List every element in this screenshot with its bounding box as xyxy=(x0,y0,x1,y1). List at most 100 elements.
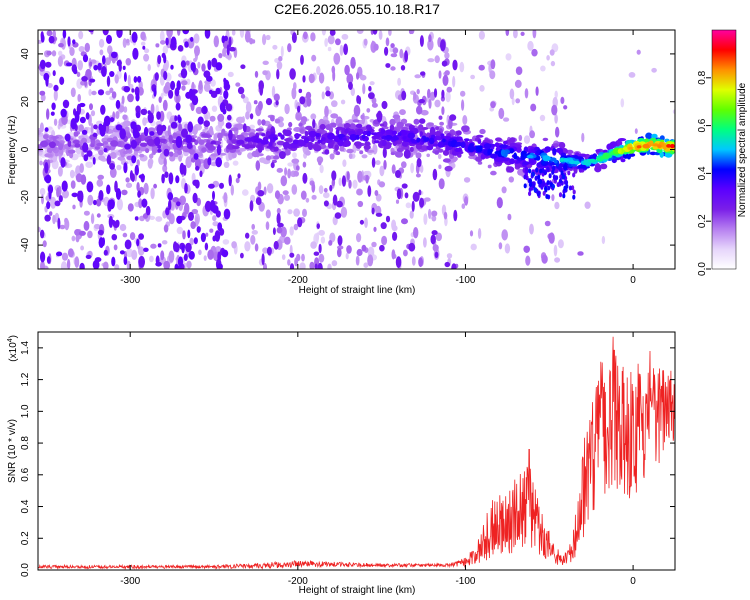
spectrogram-cell xyxy=(53,84,59,92)
spectrogram-cell xyxy=(130,139,138,149)
spectrogram-cell xyxy=(134,131,140,138)
spectrogram-cell xyxy=(584,201,591,209)
spectrogram-cell xyxy=(54,200,61,207)
spectrogram-cell xyxy=(503,140,508,145)
spectrogram-cell xyxy=(477,139,482,144)
spectrogram-cell xyxy=(270,162,275,169)
spectrogram-cell xyxy=(236,116,245,124)
spectrogram-cell xyxy=(340,99,346,105)
spectrogram-cell xyxy=(454,147,462,152)
spectrogram-cell xyxy=(554,90,558,99)
spectrogram-cell xyxy=(191,81,195,91)
spectrogram-cell xyxy=(44,162,49,174)
snr-y-scale-prefix: (x10 xyxy=(8,342,19,362)
spectrogram-cell xyxy=(185,134,193,144)
spectrogram-cell xyxy=(513,154,518,159)
spectrogram-cell xyxy=(541,181,545,187)
spectrogram-cell xyxy=(419,35,424,47)
spectrogram-cell xyxy=(437,153,442,160)
spectrogram-cell xyxy=(71,235,76,242)
spectrogram-cell xyxy=(46,108,50,120)
spectrogram-cell xyxy=(97,89,105,96)
spectrogram-cell xyxy=(167,125,171,137)
spectrogram-cell xyxy=(327,46,332,52)
spectrogram-cell xyxy=(440,133,445,140)
spectrogram-cell xyxy=(89,78,96,83)
spectrogram-cell xyxy=(494,142,500,148)
spectrogram-cell xyxy=(487,164,492,169)
spectrogram-cell xyxy=(79,262,85,269)
spectrogram-cell xyxy=(642,143,650,149)
spectrogram-cell xyxy=(287,43,292,53)
spectrogram-cell xyxy=(444,70,450,76)
spectrogram-cell xyxy=(149,153,154,159)
spectrogram-cell xyxy=(262,70,268,76)
spectrogram-cell xyxy=(236,134,245,140)
spectrogram-cell xyxy=(463,138,470,142)
spectrogram-cell xyxy=(541,254,548,264)
spectrogram-cell xyxy=(284,194,290,201)
spectrogram-cell xyxy=(470,74,475,80)
spectrogram-cell xyxy=(225,103,233,112)
y-tick-label: -40 xyxy=(20,237,31,252)
spectrogram-cell xyxy=(223,208,231,220)
spectrogram-cell xyxy=(135,93,140,102)
spectrogram-cell xyxy=(198,139,205,146)
spectrogram-cell xyxy=(228,36,232,48)
spectrogram-cell xyxy=(291,32,297,44)
spectrogram-cell xyxy=(284,103,290,115)
y-tick-label: -20 xyxy=(20,190,31,205)
spectrogram-cell xyxy=(105,90,111,96)
spectrogram-cell xyxy=(261,119,266,126)
spectrogram-cell xyxy=(583,159,589,166)
spectrogram-cell xyxy=(324,105,329,118)
spectrogram-cell xyxy=(93,199,97,206)
spectrogram-cell xyxy=(154,72,159,81)
spectrogram-cell xyxy=(79,163,84,174)
spectrogram-cell xyxy=(532,183,536,189)
spectrogram-cell xyxy=(490,59,496,70)
spectrogram-cell xyxy=(300,116,308,123)
spectrogram-cell xyxy=(428,137,435,145)
spectrogram-cell xyxy=(409,146,414,152)
spectrogram-cell xyxy=(420,71,426,76)
spectrogram-cell xyxy=(530,103,537,112)
spectrogram-cell xyxy=(449,114,457,121)
spectrogram-cell xyxy=(59,224,66,230)
spectrogram-cell xyxy=(467,145,476,153)
spectrogram-cell xyxy=(56,187,60,198)
spectrogram-cell xyxy=(183,253,188,261)
spectrogram-cell xyxy=(413,118,420,125)
spectrogram-cell xyxy=(40,93,46,102)
spectrogram-cell xyxy=(176,80,181,91)
spectrogram-cell xyxy=(92,132,98,138)
spectrogram-cell xyxy=(325,86,330,92)
spectrogram-cell xyxy=(147,64,151,71)
spectrogram-cell xyxy=(363,38,368,46)
spectrogram-cell xyxy=(257,119,262,126)
spectrogram-cell xyxy=(265,155,272,161)
spectrogram-cell xyxy=(305,91,312,99)
spectrogram-cell xyxy=(179,162,185,175)
spectrogram-cell xyxy=(373,140,380,144)
spectrogram-cell xyxy=(184,182,188,194)
spectrogram-cell xyxy=(331,170,337,181)
snr-x-label: Height of straight line (km) xyxy=(299,585,416,596)
spectrogram-cell xyxy=(190,221,196,230)
spectrogram-cell xyxy=(470,243,477,251)
spectrogram-cell xyxy=(153,87,157,97)
spectrogram-cell xyxy=(180,68,188,79)
spectrogram-cell xyxy=(509,137,516,143)
spectrogram-cell xyxy=(143,53,150,62)
spectrogram-cell xyxy=(372,30,378,35)
spectrogram-cell xyxy=(313,251,320,256)
spectrogram-cell xyxy=(270,115,275,122)
spectrogram-cell xyxy=(420,145,429,151)
spectrogram-cell xyxy=(415,152,422,159)
spectrogram-cell xyxy=(98,123,103,131)
spectrogram-cell xyxy=(515,66,523,75)
spectrogram-cell xyxy=(394,151,404,158)
spectrogram-cell xyxy=(200,232,206,243)
spectrogram-cell xyxy=(275,100,279,106)
spectrogram-y-axis: 40 20 0 -20 -40 xyxy=(20,48,675,252)
